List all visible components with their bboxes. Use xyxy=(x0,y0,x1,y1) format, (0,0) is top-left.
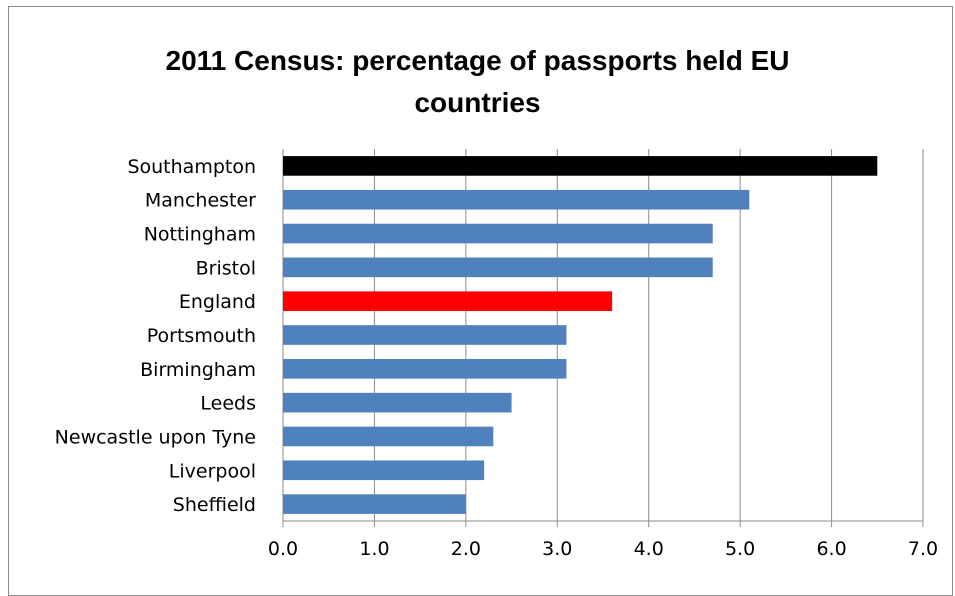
bar xyxy=(283,392,512,413)
category-label: Newcastle upon Tyne xyxy=(55,426,256,448)
bars xyxy=(283,156,878,514)
category-labels: Southampton Manchester Nottingham Bristol En… xyxy=(55,156,257,516)
bar xyxy=(283,325,567,345)
bar xyxy=(283,426,494,447)
category-label: Nottingham xyxy=(144,224,256,246)
chart-title: 2011 Census: percentage of passports hel… xyxy=(0,40,955,124)
category-label: Birmingham xyxy=(140,359,256,381)
category-label: Bristol xyxy=(196,257,256,279)
x-tick-label: 6.0 xyxy=(816,538,846,560)
category-label: Sheffield xyxy=(173,494,256,516)
x-tick-label: 3.0 xyxy=(542,538,572,560)
x-tick-labels: 0.0 1.0 2.0 3.0 4.0 5.0 6.0 7.0 xyxy=(268,538,938,560)
chart-title-line-1: 2011 Census: percentage of passports hel… xyxy=(165,45,790,76)
category-label: Liverpool xyxy=(169,460,256,482)
x-tick-label: 0.0 xyxy=(268,538,298,560)
bar xyxy=(283,156,878,176)
category-label: Southampton xyxy=(127,156,256,178)
x-tick-label: 2.0 xyxy=(451,538,481,560)
chart-title-line-2: countries xyxy=(414,87,541,118)
bar-chart: Southampton Manchester Nottingham Bristol En… xyxy=(55,149,938,560)
bar xyxy=(283,291,613,311)
category-label: Manchester xyxy=(145,190,256,212)
category-label: England xyxy=(179,291,256,313)
bar xyxy=(283,223,713,244)
x-tick-label: 5.0 xyxy=(725,538,755,560)
bar xyxy=(283,494,466,514)
bar xyxy=(283,189,750,210)
x-tick-label: 1.0 xyxy=(359,538,389,560)
bar xyxy=(283,460,485,481)
category-label: Leeds xyxy=(200,393,256,415)
bar xyxy=(283,257,713,278)
x-tick-label: 4.0 xyxy=(634,538,664,560)
x-tick-label: 7.0 xyxy=(908,538,938,560)
category-label: Portsmouth xyxy=(147,325,256,347)
bar xyxy=(283,359,567,379)
